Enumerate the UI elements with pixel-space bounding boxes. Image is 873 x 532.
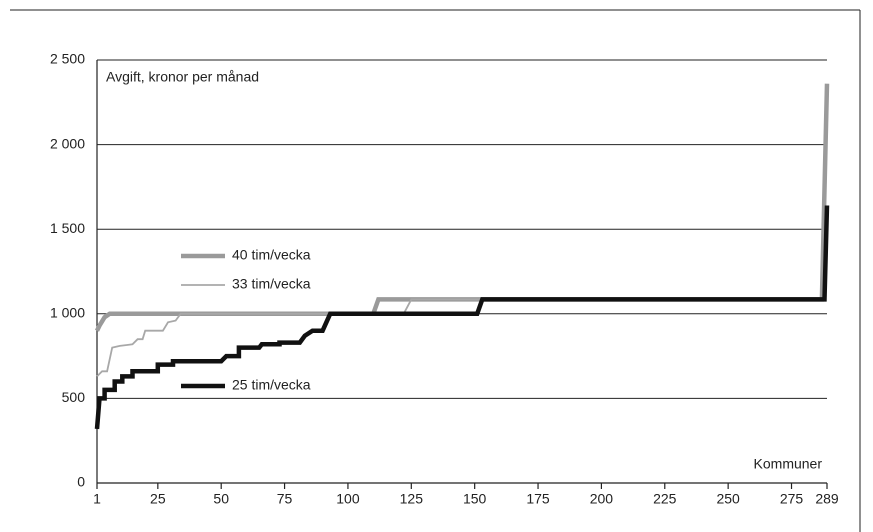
x-axis-label: Kommuner [754, 456, 823, 472]
y-tick-label: 500 [62, 389, 86, 405]
x-tick-label: 1 [93, 491, 101, 507]
x-tick-label: 100 [336, 491, 360, 507]
legend-label: 25 tim/vecka [232, 377, 311, 393]
series-line [94, 83, 830, 332]
y-axis-label: Avgift, kronor per månad [106, 69, 259, 85]
x-tick-label: 225 [653, 491, 677, 507]
x-tick-label: 289 [815, 491, 839, 507]
x-tick-label: 50 [213, 491, 229, 507]
legend-label: 33 tim/vecka [232, 276, 311, 292]
x-tick-label: 175 [526, 491, 550, 507]
series-line [96, 298, 825, 378]
x-tick-label: 25 [150, 491, 166, 507]
y-tick-label: 1 000 [50, 305, 85, 321]
legend-label: 40 tim/vecka [232, 247, 311, 263]
x-tick-label: 150 [463, 491, 487, 507]
x-tick-label: 275 [780, 491, 804, 507]
x-tick-label: 125 [400, 491, 424, 507]
y-tick-label: 2 000 [50, 135, 85, 151]
x-tick-label: 200 [590, 491, 614, 507]
y-tick-label: 2 500 [50, 51, 85, 67]
x-tick-label: 75 [277, 491, 293, 507]
y-tick-label: 0 [77, 474, 85, 490]
x-tick-label: 250 [716, 491, 740, 507]
y-tick-label: 1 500 [50, 220, 85, 236]
series-line [94, 205, 830, 430]
